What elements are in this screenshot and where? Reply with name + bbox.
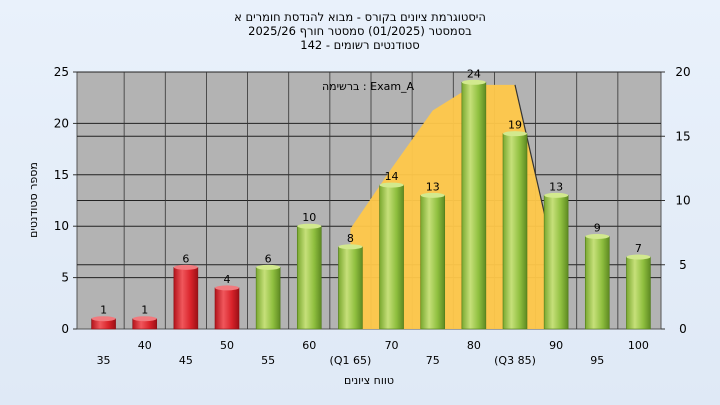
bar-top-55: [256, 264, 281, 270]
left-tick-label-25: 25: [54, 65, 69, 79]
data-label-80: 24: [467, 67, 481, 80]
x-tick-label-80: 80: [467, 339, 481, 352]
left-tick-label-10: 10: [54, 219, 69, 233]
right-tick-label-0: 0: [679, 322, 687, 336]
bar-90: [543, 195, 569, 330]
data-label-45: 6: [182, 252, 189, 265]
data-label-35: 1: [100, 304, 107, 317]
x-axis-label: טווח ציונים: [344, 374, 394, 387]
bar-80: [461, 81, 487, 330]
y-axis-label: מספר סטודנטים: [27, 162, 40, 238]
bar-top-(Q3 85): [503, 131, 527, 137]
x-tick-label-(Q1 65): (Q1 65): [330, 354, 372, 367]
bar-100: [626, 256, 651, 330]
chart-title-line-3: סטודנטים רשומים - 142: [300, 38, 419, 52]
bar-50: [214, 287, 240, 330]
data-label-75: 13: [426, 180, 440, 193]
data-labels: 1 1 6 4 6 10 8 14 13 24 19 13 9 7: [100, 67, 642, 316]
x-tick-label-100: 100: [628, 339, 649, 352]
right-tick-label-5: 5: [679, 258, 687, 272]
annotation-exam: ברשימה : Exam_A: [322, 80, 415, 93]
x-tick-label-35: 35: [97, 354, 111, 367]
bar-top-50: [215, 285, 239, 291]
bar-top-90: [544, 192, 569, 198]
bar-95: [584, 236, 610, 330]
bar-top-35: [91, 316, 116, 322]
bar-45: [173, 267, 199, 330]
x-axis-ticks: 35 40 45 50 55 60 (Q1 65) 70 75 80 (Q3 85) 90 95 100: [97, 339, 649, 367]
bar-top-100: [626, 254, 651, 260]
bar-60: [296, 225, 322, 330]
data-label-60: 10: [302, 211, 316, 224]
chart-title-line-1: היסטוגרמת ציונים בקורס - מבוא להנדסת חומ…: [234, 10, 486, 24]
chart-title-line-2: בסמסטר (01/2025) סמסטר חורף 2025/26: [248, 24, 472, 38]
bar-75: [420, 195, 446, 330]
bar-top-80: [461, 79, 486, 85]
bar-top-60: [297, 223, 322, 229]
right-tick-label-10: 10: [675, 194, 690, 208]
bar-70: [379, 184, 404, 330]
left-tick-label-5: 5: [61, 271, 69, 285]
data-label-(Q1 65): 8: [347, 232, 354, 245]
data-label-90: 13: [549, 180, 563, 193]
x-tick-label-60: 60: [302, 339, 316, 352]
x-tick-label-75: 75: [426, 354, 440, 367]
bar-series: [91, 79, 651, 330]
x-tick-label-95: 95: [590, 354, 604, 367]
bar-top-70: [379, 182, 404, 188]
left-tick-label-20: 20: [54, 116, 69, 130]
bar-top-75: [420, 192, 445, 198]
x-tick-label-45: 45: [179, 354, 193, 367]
left-axis-ticks: 0 5 10 15 20 25: [54, 65, 77, 336]
bar-(Q3 85): [502, 133, 528, 330]
left-tick-label-15: 15: [54, 168, 69, 182]
x-tick-label-90: 90: [549, 339, 563, 352]
x-tick-label-(Q3 85): (Q3 85): [494, 354, 536, 367]
right-tick-label-15: 15: [675, 129, 690, 143]
bar-top-45: [173, 264, 198, 270]
data-label-40: 1: [141, 304, 148, 317]
left-tick-label-0: 0: [61, 322, 69, 336]
bar-(Q1 65): [338, 246, 363, 330]
data-label-55: 6: [265, 252, 272, 265]
data-label-50: 4: [224, 273, 231, 286]
x-tick-label-55: 55: [261, 354, 275, 367]
x-tick-label-50: 50: [220, 339, 234, 352]
right-axis-ticks: 0 5 10 15 20: [661, 65, 691, 336]
x-tick-label-70: 70: [385, 339, 399, 352]
x-tick-label-40: 40: [138, 339, 152, 352]
data-label-70: 14: [385, 170, 399, 183]
bar-top-40: [132, 316, 157, 322]
bar-top-(Q1 65): [338, 244, 363, 250]
right-tick-label-20: 20: [675, 65, 690, 79]
bar-top-95: [585, 233, 610, 239]
chart-title: היסטוגרמת ציונים בקורס - מבוא להנדסת חומ…: [234, 10, 486, 52]
data-label-95: 9: [594, 221, 601, 234]
data-label-(Q3 85): 19: [508, 119, 522, 132]
data-label-100: 7: [635, 242, 642, 255]
bar-55: [255, 267, 281, 330]
